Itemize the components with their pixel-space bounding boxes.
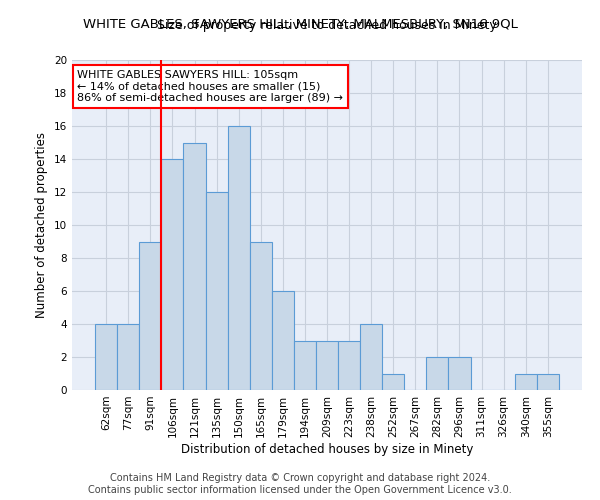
Bar (95, 324, 117, 390)
Bar (294, 340, 316, 390)
Bar (139, 242, 161, 390)
Bar (338, 340, 360, 390)
Bar (448, 357, 470, 390)
Bar (184, 142, 206, 390)
Bar (427, 357, 448, 390)
Bar (117, 324, 139, 390)
Bar (537, 374, 559, 390)
Bar (161, 159, 184, 390)
Title: Size of property relative to detached houses in Minety: Size of property relative to detached ho… (157, 20, 497, 32)
Y-axis label: Number of detached properties: Number of detached properties (35, 132, 49, 318)
Bar (360, 324, 382, 390)
Bar (515, 374, 537, 390)
Text: WHITE GABLES SAWYERS HILL: 105sqm
← 14% of detached houses are smaller (15)
86% : WHITE GABLES SAWYERS HILL: 105sqm ← 14% … (77, 70, 343, 103)
Bar (272, 291, 294, 390)
Bar (382, 374, 404, 390)
Bar (206, 192, 227, 390)
Bar (316, 340, 338, 390)
X-axis label: Distribution of detached houses by size in Minety: Distribution of detached houses by size … (181, 442, 473, 456)
Text: Contains HM Land Registry data © Crown copyright and database right 2024.
Contai: Contains HM Land Registry data © Crown c… (88, 474, 512, 495)
Text: WHITE GABLES, SAWYERS HILL, MINETY, MALMESBURY, SN16 9QL: WHITE GABLES, SAWYERS HILL, MINETY, MALM… (83, 18, 517, 30)
Bar (227, 126, 250, 390)
Bar (250, 242, 272, 390)
